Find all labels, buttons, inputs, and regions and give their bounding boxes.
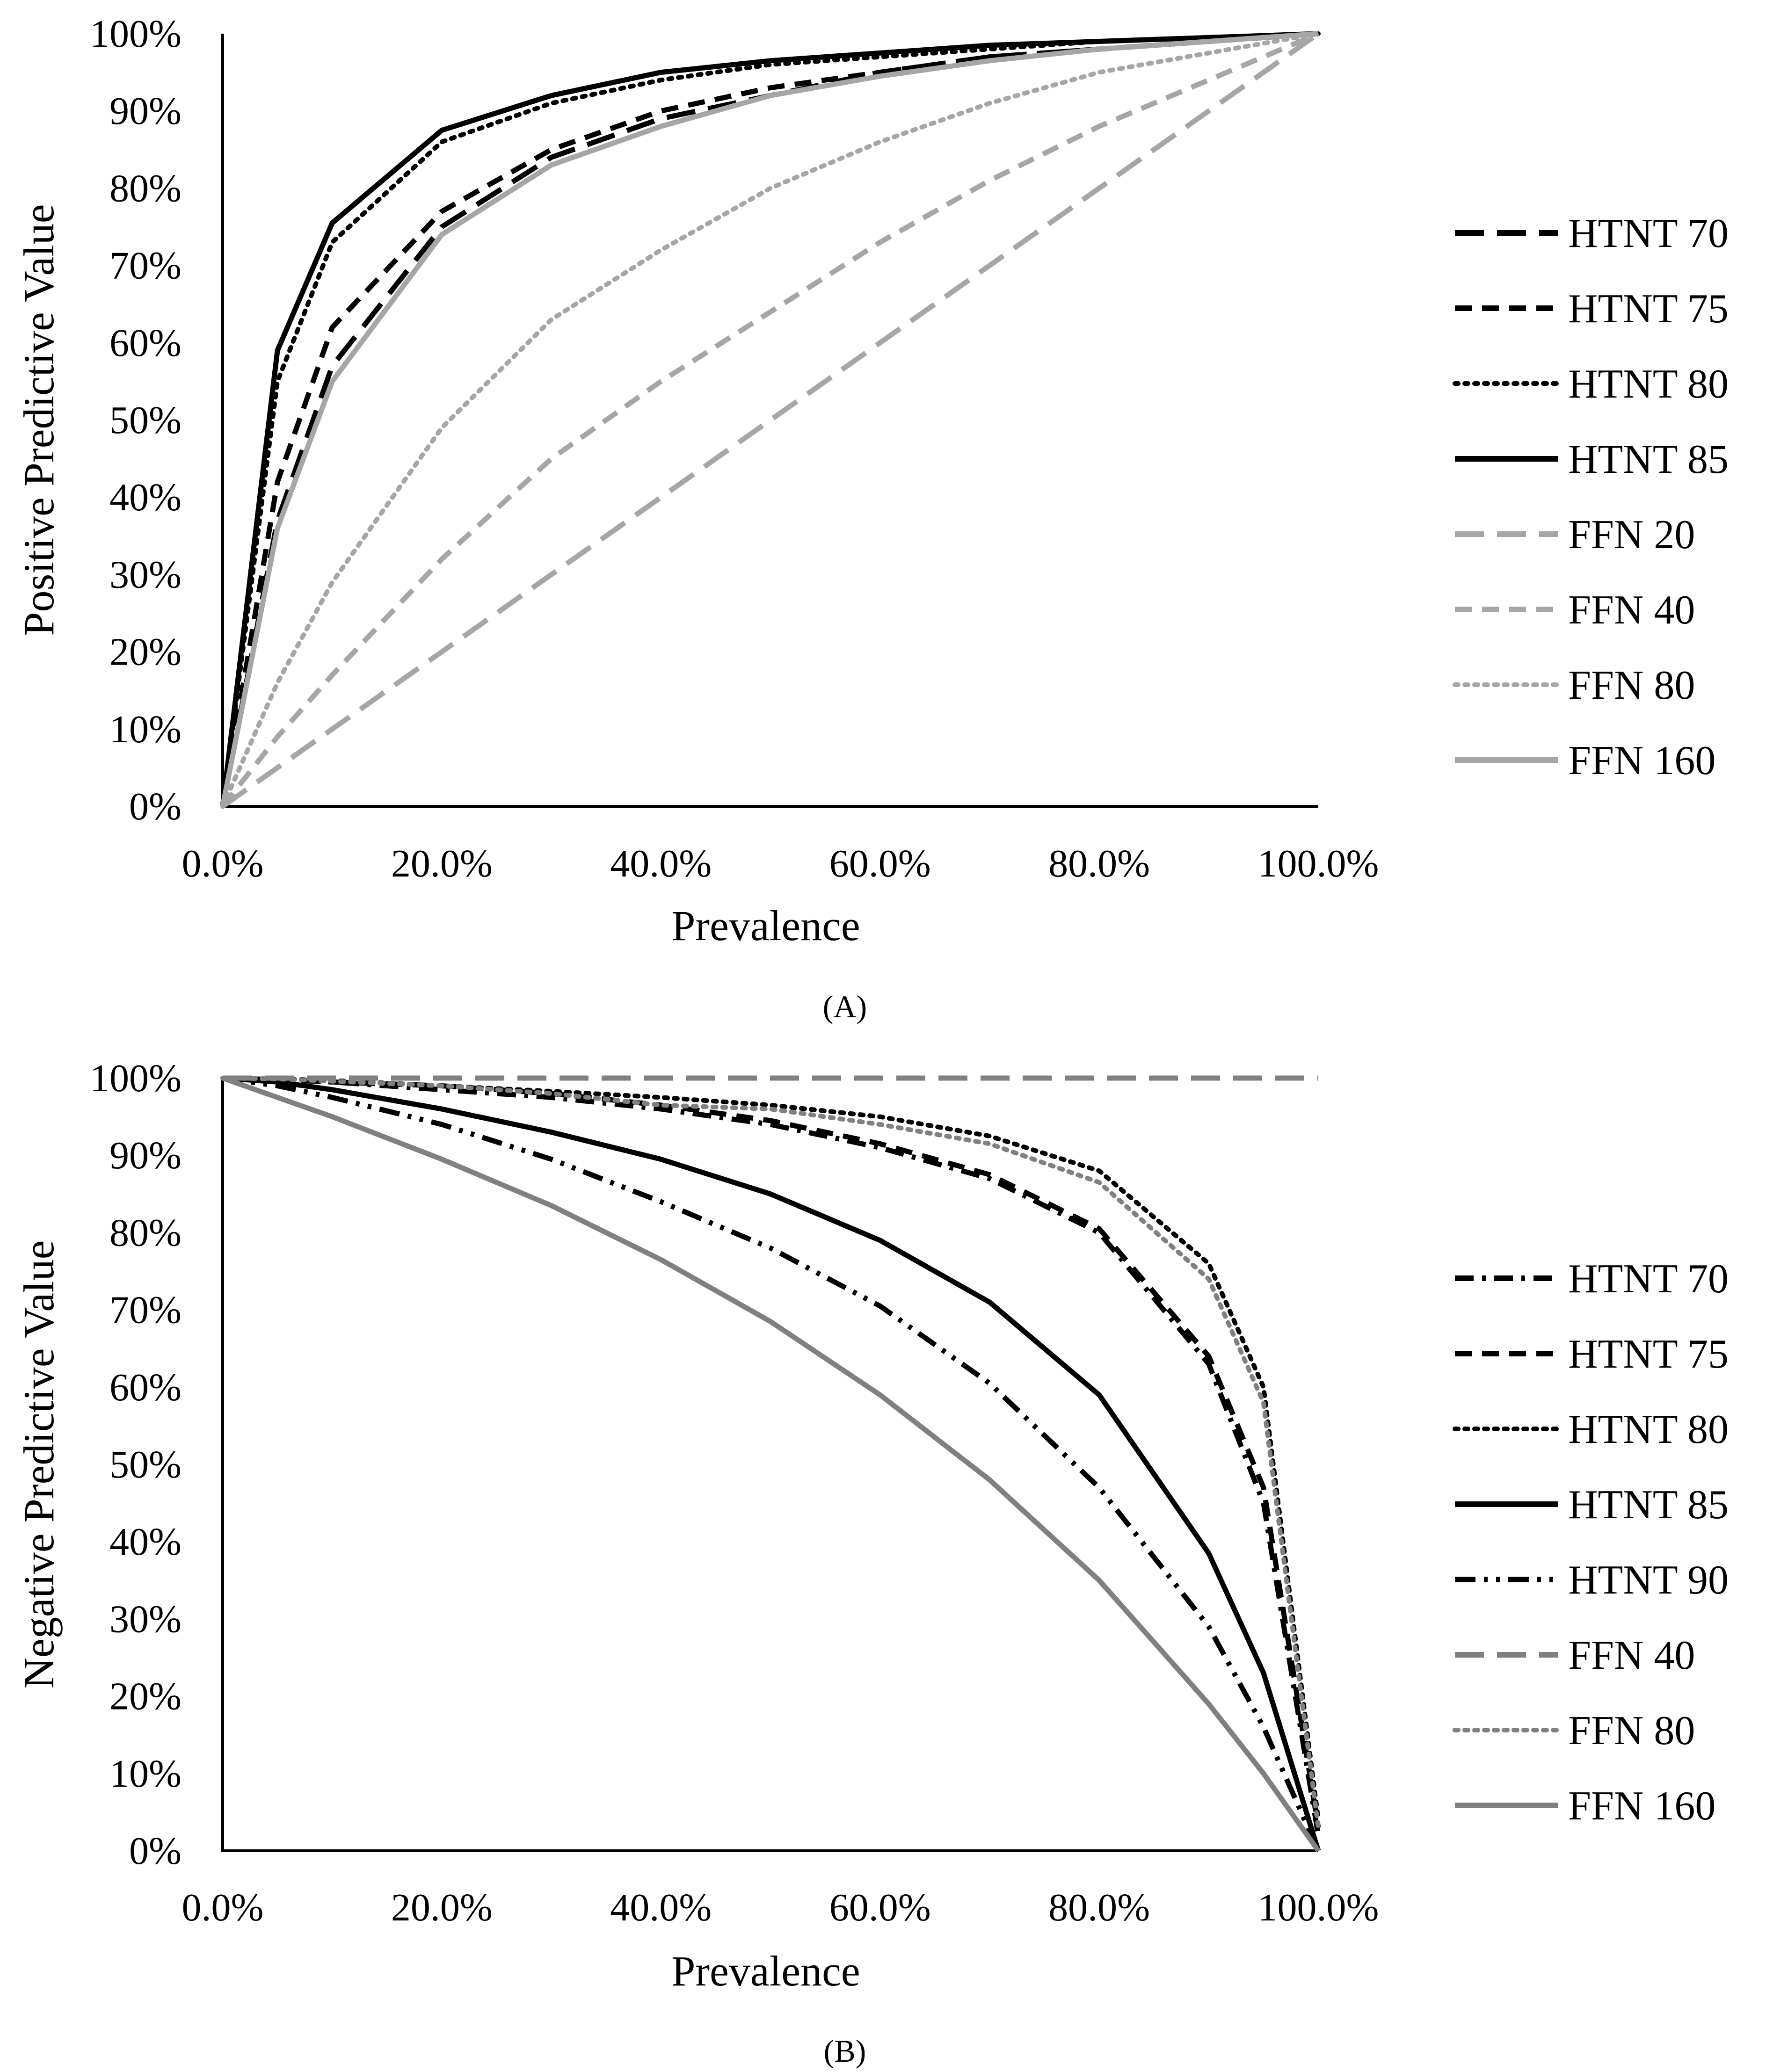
panel-a-legend-label-htnt-85: HTNT 85	[1568, 437, 1729, 482]
panel-b-y-tick-label: 30%	[109, 1597, 182, 1641]
panel-a-x-tick-label: 100.0%	[1258, 842, 1379, 885]
panel-b-y-tick-label: 60%	[109, 1366, 182, 1409]
panel-a-x-tick-label: 0.0%	[182, 842, 264, 885]
panel-a-y-tick-label: 20%	[109, 630, 182, 674]
panel-a-y-tick-label: 10%	[109, 708, 182, 751]
panel-a-y-tick-label: 0%	[129, 785, 182, 828]
panel-b-x-tick-label: 20.0%	[391, 1886, 493, 1929]
panel-b-legend-label-htnt-80: HTNT 80	[1568, 1407, 1729, 1452]
chart-panel-a: 0% 10% 20% 30% 40% 50% 60% 70% 80% 90% 100% 0.0% 20.…	[15, 12, 1729, 1024]
panel-b-series-line-htnt-90	[222, 1075, 1321, 1852]
panel-a-series-line-htnt-85	[220, 31, 1319, 807]
panel-b-legend-label-htnt-75: HTNT 75	[1568, 1332, 1729, 1377]
panel-a-series-line-ffn-160	[220, 31, 1319, 807]
panel-a-x-axis-title: Prevalence	[671, 902, 860, 949]
panel-a-series-line-ffn-80	[220, 31, 1321, 809]
panel-a-legend-label-htnt-70: HTNT 70	[1568, 211, 1729, 256]
panel-b-series-line-htnt-85	[222, 1075, 1321, 1852]
panel-b-y-axis-title: Negative Predictive Value	[15, 1240, 63, 1689]
panel-b-legend-label-htnt-70: HTNT 70	[1568, 1256, 1729, 1302]
panel-b-series-line-htnt-75	[222, 1075, 1321, 1828]
panel-a-y-tick-label: 100%	[90, 12, 182, 56]
panel-a-legend-label-ffn-160: FFN 160	[1568, 738, 1715, 783]
panel-b-y-tick-label: 90%	[109, 1134, 182, 1177]
panel-a-y-tick-label: 60%	[109, 321, 182, 365]
panel-a-legend-label-htnt-75: HTNT 75	[1568, 286, 1729, 332]
panel-b-x-tick-label: 80.0%	[1048, 1886, 1150, 1929]
panel-a-legend-label-ffn-40: FFN 40	[1568, 587, 1695, 633]
panel-a-label: (A)	[823, 989, 867, 1024]
panel-b-y-tick-label: 70%	[109, 1289, 182, 1332]
panel-b-label: (B)	[824, 2033, 866, 2069]
panel-a-y-tick-label: 90%	[109, 89, 182, 133]
panel-a-series-line-ffn-20	[221, 31, 1320, 809]
panel-b-legend-label-ffn-160: FFN 160	[1568, 1783, 1715, 1829]
panel-b-series-group	[220, 1075, 1321, 1853]
panel-a-series-line-ffn-40	[220, 31, 1320, 808]
panel-a-legend-label-htnt-80: HTNT 80	[1568, 362, 1729, 407]
panel-b-x-tick-label: 0.0%	[182, 1886, 264, 1929]
panel-b-y-tick-label: 10%	[109, 1752, 182, 1796]
panel-b-x-axis-title: Prevalence	[671, 1947, 860, 1995]
panel-b-series-line-ffn-160	[222, 1075, 1321, 1853]
panel-b-legend: HTNT 70 HTNT 75 HTNT 80 HTNT 85 HTNT 90 FFN 4…	[1453, 1256, 1729, 1829]
panel-a-series-group	[220, 31, 1321, 809]
panel-b-series-line-htnt-70	[222, 1075, 1321, 1836]
panel-b-x-tick-label: 100.0%	[1258, 1886, 1379, 1929]
panel-b-legend-label-htnt-85: HTNT 85	[1568, 1482, 1729, 1528]
panel-b-y-tick-label: 0%	[129, 1829, 182, 1873]
panel-b-legend-label-ffn-80: FFN 80	[1568, 1708, 1695, 1753]
panel-a-y-tick-label: 70%	[109, 244, 182, 288]
panel-a-y-tick-label: 50%	[109, 398, 182, 442]
panel-a-x-tick-label: 80.0%	[1048, 842, 1150, 885]
panel-a-y-axis-title: Positive Predictive Value	[15, 204, 63, 636]
panel-b-x-tick-label: 60.0%	[829, 1886, 931, 1929]
panel-b-legend-label-ffn-40: FFN 40	[1568, 1633, 1695, 1678]
panel-a-x-tick-label: 20.0%	[391, 842, 493, 885]
panel-b-series-line-ffn-80	[220, 1076, 1321, 1830]
panel-b-y-tick-label: 50%	[109, 1443, 182, 1486]
panel-a-y-tick-label: 30%	[109, 553, 182, 596]
panel-b-legend-label-htnt-90: HTNT 90	[1568, 1558, 1729, 1603]
panel-a-legend-label-ffn-80: FFN 80	[1568, 663, 1695, 708]
panel-a-x-tick-label: 40.0%	[610, 842, 712, 885]
chart-panel-b: 0% 10% 20% 30% 40% 50% 60% 70% 80% 90% 100% 0.0% 20.…	[15, 1057, 1729, 2069]
panel-b-y-tick-label: 80%	[109, 1211, 182, 1254]
panel-a-x-tick-label: 60.0%	[829, 842, 931, 885]
panel-b-y-tick-label: 100%	[90, 1057, 182, 1100]
panel-a-y-tick-label: 80%	[109, 167, 182, 210]
panel-a-legend: HTNT 70 HTNT 75 HTNT 80 HTNT 85 FFN 20 FFN 40…	[1453, 211, 1729, 783]
panel-b-series-line-htnt-80	[220, 1076, 1321, 1822]
panel-a-legend-label-ffn-20: FFN 20	[1568, 512, 1695, 558]
panel-b-y-tick-label: 20%	[109, 1675, 182, 1718]
panel-a-series-line-htnt-75	[220, 31, 1319, 807]
panel-a-series-line-htnt-70	[220, 31, 1319, 807]
panel-b-y-tick-label: 40%	[109, 1520, 182, 1564]
panel-a-y-tick-label: 40%	[109, 476, 182, 519]
panel-b-x-tick-label: 40.0%	[610, 1886, 712, 1929]
